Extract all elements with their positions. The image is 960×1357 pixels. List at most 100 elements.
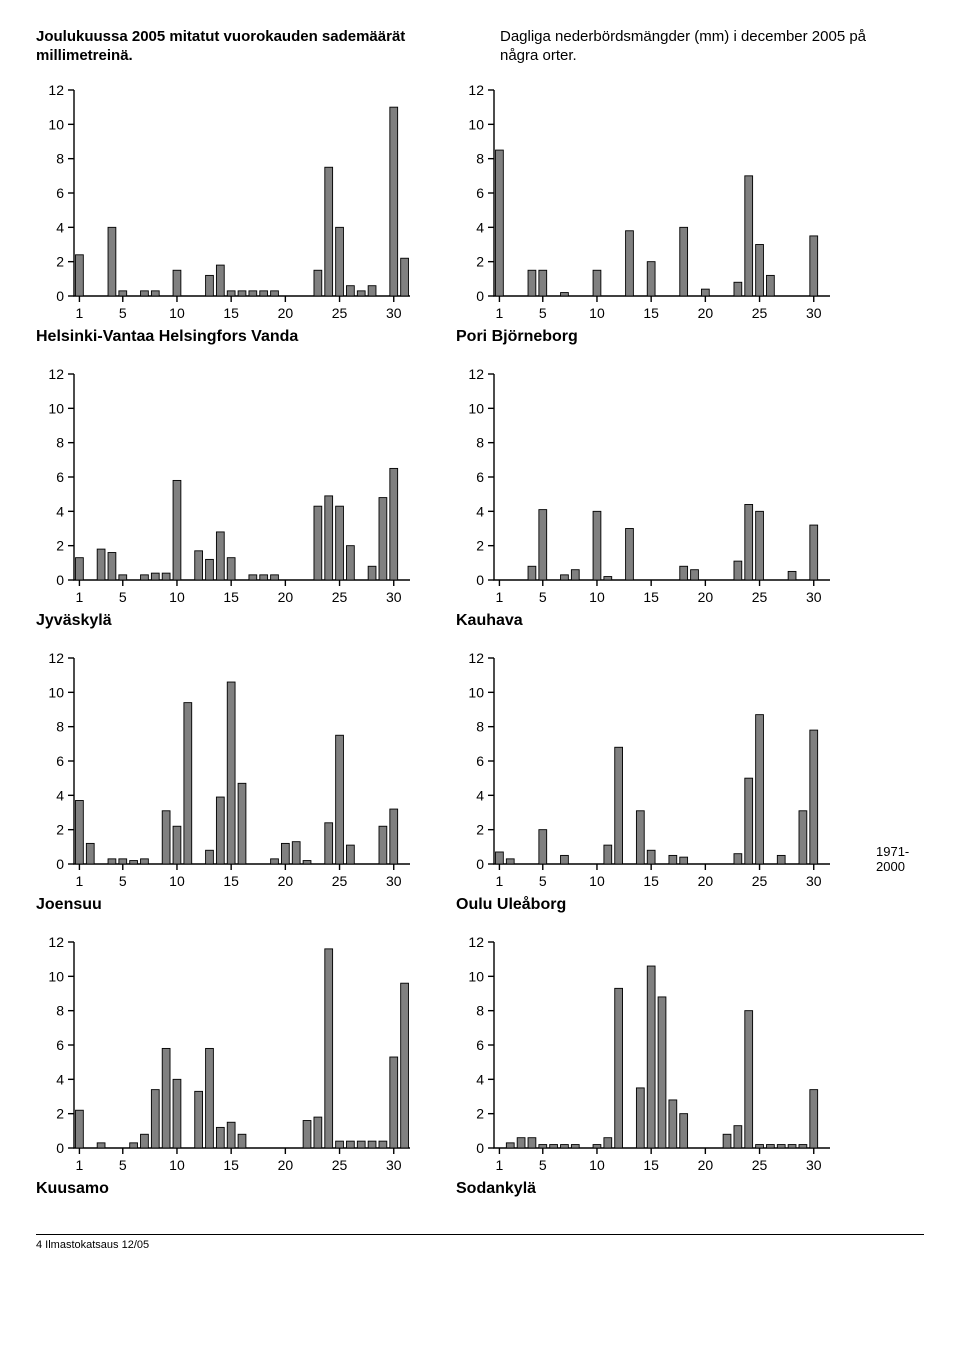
svg-text:2: 2	[56, 537, 64, 553]
reference-period-note: 1971-2000	[876, 844, 924, 914]
svg-text:5: 5	[119, 1157, 127, 1173]
svg-text:12: 12	[468, 652, 484, 666]
svg-text:25: 25	[752, 589, 768, 605]
svg-text:5: 5	[539, 1157, 547, 1173]
svg-text:10: 10	[48, 116, 64, 132]
svg-text:15: 15	[643, 1157, 659, 1173]
bar-chart: 024681012151015202530	[456, 84, 836, 324]
svg-text:2: 2	[56, 1105, 64, 1121]
svg-text:10: 10	[169, 1157, 185, 1173]
bar-chart: 024681012151015202530	[456, 652, 836, 892]
svg-text:10: 10	[48, 684, 64, 700]
svg-text:4: 4	[56, 503, 64, 519]
svg-text:8: 8	[56, 718, 64, 734]
svg-text:8: 8	[476, 434, 484, 450]
svg-text:5: 5	[119, 589, 127, 605]
page-footer: 4 Ilmastokatsaus 12/05	[36, 1234, 924, 1251]
svg-text:25: 25	[752, 1157, 768, 1173]
svg-text:20: 20	[698, 305, 714, 321]
svg-text:1: 1	[496, 873, 504, 889]
svg-text:10: 10	[589, 1157, 605, 1173]
svg-text:10: 10	[589, 589, 605, 605]
svg-text:12: 12	[468, 936, 484, 950]
header-left-line2: millimetreinä.	[36, 47, 460, 66]
svg-text:25: 25	[332, 305, 348, 321]
svg-text:4: 4	[56, 219, 64, 235]
svg-text:2: 2	[476, 1105, 484, 1121]
svg-text:5: 5	[539, 589, 547, 605]
chart-title: Pori Björneborg	[456, 328, 836, 346]
svg-text:10: 10	[468, 968, 484, 984]
svg-text:0: 0	[476, 288, 484, 304]
svg-text:15: 15	[223, 873, 239, 889]
svg-text:20: 20	[698, 589, 714, 605]
svg-text:20: 20	[278, 305, 294, 321]
svg-text:0: 0	[56, 572, 64, 588]
bar-chart: 024681012151015202530	[36, 936, 416, 1176]
bar-chart: 024681012151015202530	[36, 368, 416, 608]
svg-text:20: 20	[278, 873, 294, 889]
svg-text:12: 12	[468, 368, 484, 382]
svg-text:30: 30	[806, 305, 822, 321]
svg-text:12: 12	[48, 368, 64, 382]
chart-title: Helsinki-Vantaa Helsingfors Vanda	[36, 328, 416, 346]
svg-text:6: 6	[476, 469, 484, 485]
svg-text:25: 25	[332, 873, 348, 889]
svg-text:30: 30	[386, 873, 402, 889]
svg-text:5: 5	[119, 873, 127, 889]
svg-text:12: 12	[468, 84, 484, 98]
svg-text:5: 5	[119, 305, 127, 321]
svg-text:15: 15	[223, 589, 239, 605]
header-right-line2: några orter.	[500, 47, 924, 66]
svg-text:0: 0	[476, 572, 484, 588]
bar-chart: 024681012151015202530	[456, 936, 836, 1176]
chart-cell: 024681012151015202530Jyväskylä	[36, 368, 416, 630]
svg-text:12: 12	[48, 84, 64, 98]
svg-text:0: 0	[56, 856, 64, 872]
svg-text:20: 20	[278, 1157, 294, 1173]
svg-text:4: 4	[476, 503, 484, 519]
header-right-line1: Dagliga nederbördsmängder (mm) i decembe…	[500, 28, 924, 47]
svg-text:4: 4	[476, 787, 484, 803]
svg-text:4: 4	[56, 787, 64, 803]
svg-text:1: 1	[76, 1157, 84, 1173]
svg-text:2: 2	[476, 821, 484, 837]
svg-text:10: 10	[169, 589, 185, 605]
svg-text:10: 10	[468, 400, 484, 416]
header-row: Joulukuussa 2005 mitatut vuorokauden sad…	[36, 28, 924, 66]
chart-title: Kuusamo	[36, 1180, 416, 1198]
svg-text:6: 6	[56, 469, 64, 485]
svg-text:15: 15	[643, 305, 659, 321]
chart-cell: 024681012151015202530Joensuu	[36, 652, 416, 914]
chart-cell: 024681012151015202530Kauhava	[456, 368, 836, 630]
svg-text:6: 6	[476, 753, 484, 769]
svg-text:4: 4	[56, 1071, 64, 1087]
svg-text:1: 1	[76, 305, 84, 321]
svg-text:12: 12	[48, 652, 64, 666]
svg-text:1: 1	[496, 1157, 504, 1173]
svg-text:5: 5	[539, 305, 547, 321]
svg-text:2: 2	[56, 253, 64, 269]
chart-cell: 024681012151015202530Kuusamo	[36, 936, 416, 1198]
svg-text:6: 6	[476, 185, 484, 201]
svg-text:0: 0	[56, 288, 64, 304]
svg-text:10: 10	[48, 968, 64, 984]
svg-text:6: 6	[56, 753, 64, 769]
charts-grid: 024681012151015202530Helsinki-Vantaa Hel…	[36, 84, 924, 1198]
svg-text:10: 10	[468, 684, 484, 700]
svg-text:8: 8	[56, 434, 64, 450]
header-right: Dagliga nederbördsmängder (mm) i decembe…	[500, 28, 924, 66]
svg-text:10: 10	[48, 400, 64, 416]
svg-text:10: 10	[169, 305, 185, 321]
chart-cell: 024681012151015202530Oulu Uleåborg	[456, 652, 836, 914]
bar-chart: 024681012151015202530	[36, 652, 416, 892]
chart-title: Joensuu	[36, 896, 416, 914]
chart-title: Sodankylä	[456, 1180, 836, 1198]
svg-text:25: 25	[332, 589, 348, 605]
svg-text:30: 30	[386, 1157, 402, 1173]
header-left: Joulukuussa 2005 mitatut vuorokauden sad…	[36, 28, 460, 66]
svg-text:2: 2	[56, 821, 64, 837]
svg-text:8: 8	[476, 1002, 484, 1018]
svg-text:30: 30	[806, 873, 822, 889]
chart-cell: 024681012151015202530Sodankylä	[456, 936, 836, 1198]
